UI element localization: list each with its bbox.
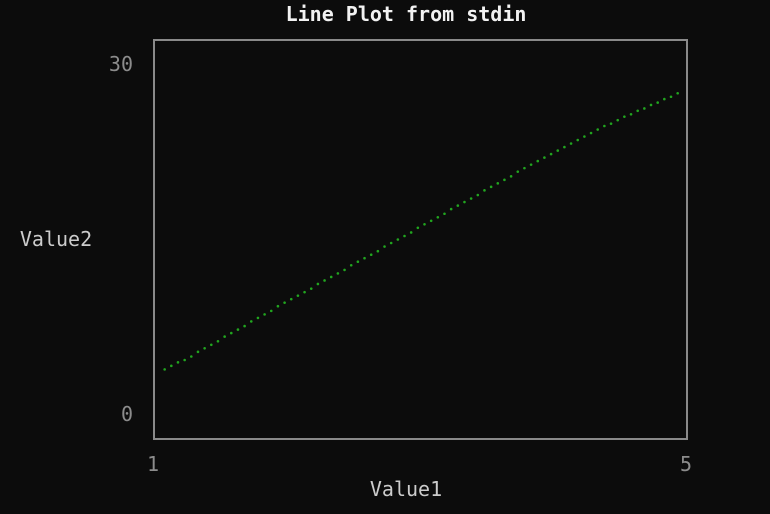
data-point <box>476 193 480 197</box>
data-point <box>443 212 446 216</box>
data-point <box>589 131 593 135</box>
data-point <box>243 324 246 328</box>
data-point <box>516 170 520 173</box>
data-point <box>289 297 293 301</box>
data-point <box>183 358 186 362</box>
data-point <box>429 219 433 223</box>
data-point <box>403 234 406 238</box>
data-point <box>556 149 560 152</box>
data-point <box>609 122 613 125</box>
data-point <box>489 185 493 189</box>
data-point <box>583 135 586 138</box>
data-point <box>356 260 360 264</box>
data-point <box>509 175 513 178</box>
data-point <box>236 328 240 331</box>
data-point <box>469 197 473 200</box>
data-point <box>596 128 600 131</box>
data-point <box>210 343 213 347</box>
data-point <box>663 97 666 101</box>
data-point <box>256 316 260 320</box>
data-point <box>669 95 673 99</box>
data-point <box>296 294 300 297</box>
data-point <box>483 189 486 192</box>
data-point <box>170 364 173 368</box>
data-point <box>409 231 413 234</box>
y-tick-top: 30 <box>109 52 133 76</box>
data-point <box>383 245 386 248</box>
data-point <box>163 368 166 371</box>
data-point <box>423 222 426 226</box>
x-tick-right: 5 <box>680 452 692 476</box>
data-points-layer <box>163 91 679 371</box>
plot-frame <box>153 39 688 440</box>
data-point <box>643 107 646 110</box>
data-point <box>316 282 320 286</box>
data-point <box>623 115 626 118</box>
data-point <box>223 335 226 338</box>
data-point <box>523 166 526 170</box>
data-point <box>436 215 440 219</box>
data-point <box>216 339 220 343</box>
data-point <box>616 118 620 122</box>
data-point <box>349 263 353 267</box>
data-point <box>463 200 466 204</box>
data-point <box>203 347 206 350</box>
chart-title: Line Plot from stdin <box>286 2 527 26</box>
data-point <box>569 142 573 145</box>
x-tick-left: 1 <box>147 452 159 476</box>
x-axis-label: Value1 <box>370 477 442 501</box>
data-point <box>649 103 653 107</box>
data-point <box>629 113 633 116</box>
data-point <box>283 301 286 304</box>
data-point <box>676 91 679 95</box>
data-point <box>276 304 280 308</box>
data-point <box>549 152 553 156</box>
data-point <box>196 350 200 354</box>
data-point <box>343 268 346 272</box>
data-point <box>309 287 313 290</box>
data-point <box>656 101 659 104</box>
data-point <box>249 320 253 323</box>
data-point <box>389 241 393 245</box>
data-point <box>303 290 306 294</box>
data-point <box>563 145 566 149</box>
data-point <box>416 226 420 230</box>
data-point <box>229 331 233 335</box>
data-point <box>543 156 546 159</box>
data-point <box>329 275 333 279</box>
data-point <box>536 159 540 163</box>
data-point <box>636 109 639 113</box>
data-point <box>323 279 326 282</box>
data-point <box>369 253 373 257</box>
data-point <box>376 249 380 253</box>
data-point <box>269 309 273 313</box>
data-point <box>503 178 506 182</box>
data-point <box>336 272 340 275</box>
data-point <box>190 355 193 358</box>
data-point <box>449 207 453 211</box>
data-point <box>456 204 460 207</box>
y-axis-label: Value2 <box>20 227 92 251</box>
data-point <box>263 313 266 316</box>
data-point <box>363 256 366 260</box>
data-point <box>603 124 606 128</box>
data-point <box>176 361 180 364</box>
data-point <box>576 138 580 142</box>
data-point <box>496 182 500 185</box>
y-tick-bottom: 0 <box>121 402 133 426</box>
data-point <box>396 238 400 241</box>
data-point <box>529 163 533 166</box>
